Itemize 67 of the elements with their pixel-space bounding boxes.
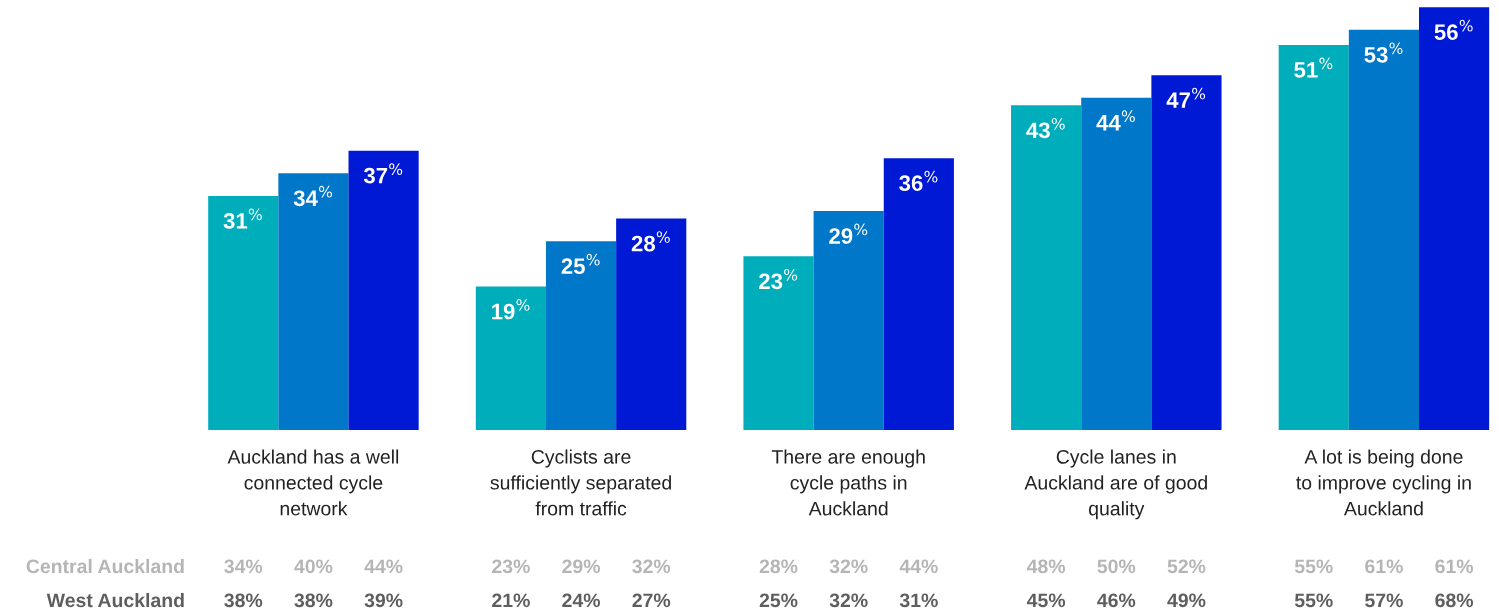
data-label: 43$^{%}$	[1026, 117, 1065, 139]
text: 21%	[492, 593, 530, 608]
data-label: 34$^{%}$	[293, 185, 333, 207]
data-label: 19$^{%}$	[492, 299, 530, 320]
x-tick-label: Cycle lanes in Auckland are of good quality	[1024, 449, 1207, 520]
bar	[1348, 29, 1419, 430]
text: 49%	[1167, 593, 1206, 608]
text: 34%	[224, 559, 263, 574]
bar	[743, 256, 814, 430]
text: 32%	[829, 559, 868, 574]
text: 44%	[899, 559, 938, 574]
data-label: 47$^{%}$	[1166, 87, 1206, 108]
bar	[475, 286, 546, 430]
text: 31%	[899, 593, 938, 608]
text: 25%	[759, 593, 798, 608]
text: 61%	[1365, 559, 1403, 574]
text: 44%	[364, 559, 403, 574]
data-label: 36$^{%}$	[899, 170, 938, 192]
text: 29%	[562, 559, 600, 574]
bar	[616, 218, 687, 430]
bar	[1278, 44, 1349, 430]
data-label: 44$^{%}$	[1096, 110, 1135, 131]
data-label: 29$^{%}$	[829, 223, 868, 244]
text: Central Auckland	[26, 558, 184, 574]
text: 28%	[759, 559, 798, 574]
text: 40%	[294, 559, 333, 574]
data-label: 56$^{%}$	[1434, 19, 1473, 41]
text: 52%	[1167, 559, 1206, 574]
text: West Auckland	[46, 592, 184, 608]
text: 55%	[1294, 559, 1333, 574]
bar	[1011, 105, 1082, 430]
text: 32%	[829, 593, 868, 608]
bar	[545, 241, 617, 430]
text: 55%	[1294, 593, 1333, 608]
text: 27%	[632, 593, 671, 608]
text: 38%	[224, 593, 263, 608]
data-label: 28$^{%}$	[631, 231, 670, 252]
bar	[1081, 97, 1152, 430]
text: 45%	[1026, 593, 1066, 608]
text: 46%	[1097, 593, 1136, 608]
x-tick-label: There are enough cycle paths in Auckland	[771, 449, 925, 516]
x-tick-label: Auckland has a well connected cycle network	[227, 449, 399, 516]
bar	[813, 211, 884, 430]
text: 38%	[294, 593, 333, 608]
bar	[278, 173, 349, 430]
data-label: 51$^{%}$	[1294, 57, 1333, 78]
x-tick-label: Cyclists are sufficiently separated from traffic	[490, 449, 671, 516]
bar	[348, 150, 419, 430]
text: 68%	[1435, 593, 1474, 608]
data-label: 31$^{%}$	[223, 208, 262, 229]
text: 57%	[1365, 593, 1403, 608]
bar	[1151, 75, 1222, 430]
data-label: 53$^{%}$	[1364, 42, 1403, 63]
bar	[208, 195, 279, 430]
text: 24%	[562, 593, 600, 608]
data-label: 37$^{%}$	[363, 163, 403, 184]
text: 32%	[632, 559, 671, 574]
data-label: 23$^{%}$	[759, 268, 798, 290]
text: 61%	[1435, 559, 1474, 574]
data-label: 25$^{%}$	[561, 253, 600, 275]
text: 50%	[1097, 559, 1136, 574]
text: 23%	[492, 559, 530, 574]
x-tick-label: A lot is being done to improve cycling in Auckland	[1296, 449, 1471, 516]
bar	[1419, 7, 1490, 430]
text: 48%	[1026, 559, 1066, 574]
text: 39%	[364, 593, 403, 608]
bar	[883, 158, 954, 430]
